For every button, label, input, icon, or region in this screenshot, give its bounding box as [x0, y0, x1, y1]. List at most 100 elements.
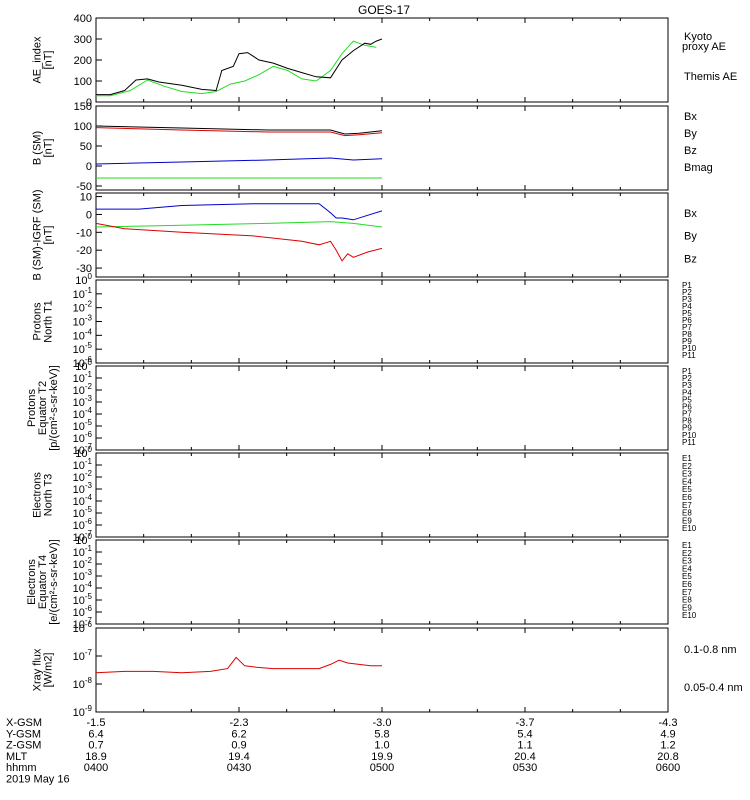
y-tick-label: -20: [76, 245, 92, 257]
legend-label: E6: [682, 580, 692, 589]
legend-label: proxy AE: [682, 41, 726, 53]
panel-frame: [95, 539, 669, 625]
date-label: 2019 May 16: [6, 774, 70, 786]
legend-label: Bx: [684, 208, 697, 220]
y-tick-label: 10-5: [73, 418, 93, 433]
y-tick-label: 10-6: [73, 430, 93, 445]
y-tick-label: 400: [74, 13, 92, 25]
x-row-label: X-GSM: [6, 717, 42, 729]
legend-label: P2: [682, 374, 692, 383]
legend-label: E1: [682, 541, 692, 550]
x-tick-label: 19.4: [228, 751, 249, 763]
legend-label: P3: [682, 295, 692, 304]
y-axis-label: Xray flux: [32, 648, 44, 691]
y-tick-label: 10-2: [73, 556, 93, 571]
legend-label: E9: [682, 516, 692, 525]
x-tick-label: -3.7: [516, 717, 535, 729]
series-line-kyoto: [96, 40, 377, 97]
legend-label: P6: [682, 316, 692, 325]
series-line-bmag: [95, 125, 383, 135]
y-tick-label: 100: [74, 76, 92, 88]
legend-label: E10: [682, 611, 697, 620]
y-tick-label: 10-7: [73, 442, 93, 457]
y-axis-label: [p/(cm²-s-sr-keV)]: [48, 365, 60, 451]
legend-label: P1: [682, 367, 692, 376]
y-tick-label: 10-3: [73, 314, 93, 329]
series-line-0-1-0-8-nm: [95, 656, 382, 674]
y-tick-label: 10-5: [73, 505, 93, 520]
y-axis-label: [nT]: [43, 226, 55, 245]
legend-label: Bz: [684, 145, 697, 157]
legend-label: 0.05-0.4 nm: [684, 682, 743, 694]
legend-label: P5: [682, 309, 692, 318]
legend-label: By: [684, 128, 697, 140]
panel-frame: [95, 452, 669, 538]
x-tick-label: 0530: [513, 762, 537, 774]
legend-label: P11: [682, 351, 696, 360]
series-line-themis-ae: [96, 38, 383, 96]
panel-2: B (SM) [nT] 150 100 50 0 -50 Bx By Bz Bmag: [32, 101, 713, 193]
legend-label: E10: [682, 524, 697, 533]
panel-frame: [95, 105, 669, 191]
legend-label: P7: [682, 323, 692, 332]
legend-label: E4: [682, 477, 692, 486]
series-line-bx: [95, 157, 383, 165]
legend-label: P3: [682, 381, 692, 390]
y-tick-label: 10-9: [73, 704, 93, 719]
y-tick-label: 10-5: [73, 341, 93, 356]
x-tick-label: -4.3: [659, 717, 678, 729]
panel-8: Xray flux [W/m2] 10-6 10-7 10-8 10-9 0.1-0.8 n…: [32, 620, 743, 719]
y-tick-label: 10-5: [73, 592, 93, 607]
x-row-label: MLT: [6, 751, 27, 763]
series-line-bz: [95, 222, 383, 262]
y-tick-label: 10-3: [73, 481, 93, 496]
legend-label: E3: [682, 557, 692, 566]
x-tick-label: -3.0: [373, 717, 392, 729]
legend-label: P2: [682, 288, 692, 297]
y-axis-label: [e/(cm²-s-sr-keV)]: [48, 539, 60, 625]
legend-label: P6: [682, 402, 692, 411]
legend-label: P4: [682, 388, 692, 397]
y-tick-label: 10-4: [73, 493, 93, 508]
y-tick-label: 10-2: [73, 300, 93, 315]
y-tick-label: 0: [86, 161, 92, 173]
legend-label: P9: [682, 337, 692, 346]
legend-label: E5: [682, 485, 692, 494]
y-tick-label: 10-2: [73, 469, 93, 484]
legend-label: Themis AE: [684, 71, 737, 83]
legend-label: P8: [682, 417, 692, 426]
legend-label: E2: [682, 549, 692, 558]
series-line-bx: [96, 203, 383, 221]
y-tick-label: 10-1: [73, 286, 93, 301]
y-tick-label: -10: [76, 227, 92, 239]
x-tick-label: 0.7: [88, 740, 103, 752]
y-tick-label: 10-2: [73, 382, 93, 397]
x-tick-label: 0400: [84, 762, 108, 774]
y-tick-label: 300: [74, 34, 92, 46]
y-tick-label: 0: [86, 97, 92, 109]
y-tick-label: 100: [75, 272, 92, 287]
y-tick-label: 10-6: [73, 604, 93, 619]
x-tick-label: 0.9: [231, 740, 246, 752]
legend-label: Bmag: [684, 162, 713, 174]
x-tick-label: 18.9: [85, 751, 106, 763]
y-tick-label: 10-6: [73, 620, 93, 635]
y-axis-label: Electrons: [26, 559, 38, 605]
legend-label: P9: [682, 424, 692, 433]
legend-label: E8: [682, 596, 692, 605]
legend-label: E6: [682, 493, 692, 502]
y-tick-label: 50: [80, 141, 92, 153]
y-tick-label: 10-6: [73, 355, 93, 370]
y-tick-label: 150: [74, 101, 92, 113]
y-tick-label: 10-4: [73, 327, 93, 342]
legend-label: E2: [682, 462, 692, 471]
legend-label: P7: [682, 410, 692, 419]
y-tick-label: 10-3: [73, 394, 93, 409]
x-tick-label: 1.1: [517, 740, 532, 752]
y-tick-label: 0: [86, 209, 92, 221]
legend-label: P8: [682, 330, 692, 339]
legend-label: E7: [682, 501, 692, 510]
y-axis-label: Electrons: [32, 472, 44, 518]
